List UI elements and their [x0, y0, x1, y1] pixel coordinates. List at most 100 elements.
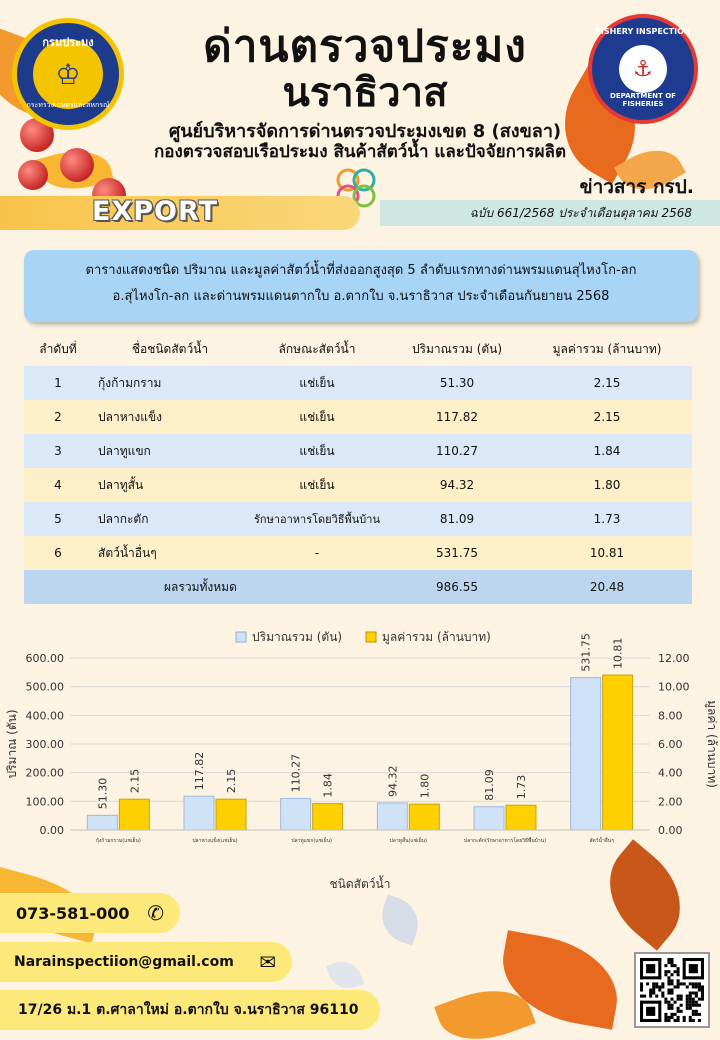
email-banner: Narainspectiion@gmail.com ✉	[0, 942, 292, 982]
qr-module	[670, 1015, 674, 1019]
table-row: 5 ปลากะตัก รักษาอาหารโดยวิธีพื้นบ้าน 81.…	[24, 502, 692, 536]
qr-module	[664, 997, 668, 1001]
qr-module	[691, 1012, 695, 1016]
qr-module	[664, 973, 668, 977]
y-tick-left: 500.00	[26, 681, 65, 694]
qr-module	[688, 991, 692, 995]
qr-module	[649, 994, 653, 998]
qr-module	[679, 982, 683, 986]
subtitle-line1: ศูนย์บริหารจัดการด่านตรวจประมงเขต 8 (สงข…	[168, 121, 562, 142]
qr-module	[664, 1012, 668, 1016]
y-tick-left: 400.00	[26, 709, 65, 722]
data-label-value: 2.15	[225, 769, 238, 794]
qr-module	[688, 1000, 692, 1004]
table-row: 3 ปลาทูแขก แช่เย็น 110.27 1.84	[24, 434, 692, 468]
qr-module	[676, 979, 680, 983]
qr-module	[676, 982, 680, 986]
qr-module	[691, 982, 695, 986]
y-tick-right: 6.00	[658, 738, 683, 751]
qr-finder	[682, 976, 704, 980]
qr-module	[646, 982, 650, 986]
qr-module	[697, 1003, 701, 1007]
header-value: มูลค่ารวม (ล้านบาท)	[522, 332, 692, 366]
qr-module	[685, 1006, 689, 1010]
y-axis-label-left: ปริมาณ (ตัน)	[5, 709, 19, 778]
qr-module	[652, 991, 656, 995]
address-banner: 17/26 ม.1 ต.ศาลาใหม่ อ.ตากใบ จ.นราธิวาส …	[0, 990, 380, 1030]
cell-name: ปลาทูสั้น	[92, 468, 242, 502]
cell-qty: 531.75	[392, 536, 522, 570]
cell-name: กุ้งก้ามกราม	[92, 366, 242, 400]
cell-type: แช่เย็น	[242, 400, 392, 434]
qr-module	[685, 997, 689, 1001]
table-row: 2 ปลาหางแข็ง แช่เย็น 117.82 2.15	[24, 400, 692, 434]
header-name: ชื่อชนิดสัตว์น้ำ	[92, 332, 242, 366]
qr-module	[679, 997, 683, 1001]
phone-number[interactable]: 073-581-000	[16, 903, 130, 923]
qr-finder	[640, 958, 644, 980]
data-label-quantity: 94.32	[386, 765, 399, 797]
qr-module	[676, 997, 680, 1001]
qr-module	[667, 1003, 671, 1007]
qr-module	[670, 988, 674, 992]
qr-finder	[640, 958, 662, 962]
qr-finder	[640, 1018, 662, 1022]
header-type: ลักษณะสัตว์น้ำ	[242, 332, 392, 366]
bar-value	[602, 674, 634, 831]
qr-module	[676, 1006, 680, 1010]
qr-module	[694, 1009, 698, 1013]
qr-module	[697, 1012, 701, 1016]
department-logo: กรมประมง ♔ กระทรวงเกษตรและสหกรณ์	[12, 18, 124, 130]
logo-left-bottom-text: กระทรวงเกษตรและสหกรณ์	[26, 101, 110, 109]
qr-module	[679, 1009, 683, 1013]
table-header-row: ลำดับที่ ชื่อชนิดสัตว์น้ำ ลักษณะสัตว์น้ำ…	[24, 332, 692, 366]
qr-module	[700, 991, 704, 995]
qr-module	[667, 1015, 671, 1019]
cell-type: -	[242, 536, 392, 570]
qr-module	[667, 961, 671, 965]
qr-module	[661, 982, 665, 986]
qr-module	[685, 985, 689, 989]
table-total-row: ผลรวมทั้งหมด 986.55 20.48	[24, 570, 692, 604]
y-axis-label-right: มูลค่า (ล้านบาท)	[704, 700, 719, 788]
qr-finder	[682, 958, 704, 962]
qr-finder	[640, 976, 662, 980]
data-label-value: 1.84	[322, 773, 335, 798]
data-label-quantity: 81.09	[483, 769, 496, 801]
qr-module	[685, 1000, 689, 1004]
qr-module	[685, 1003, 689, 1007]
qr-code[interactable]	[634, 952, 710, 1028]
logo-left-top-text: กรมประมง	[42, 36, 94, 49]
cell-type: แช่เย็น	[242, 434, 392, 468]
berry-decoration	[60, 148, 94, 182]
qr-module	[673, 964, 677, 968]
qr-module	[688, 1018, 692, 1022]
email-address[interactable]: Narainspectiion@gmail.com	[14, 954, 234, 970]
qr-module	[670, 982, 674, 986]
bar-value	[505, 804, 537, 831]
qr-module	[676, 1009, 680, 1013]
qr-module	[670, 1006, 674, 1010]
qr-module	[688, 1003, 692, 1007]
qr-module	[670, 973, 674, 977]
qr-module	[694, 982, 698, 986]
cell-name: ปลากะตัก	[92, 502, 242, 536]
qr-module	[694, 1012, 698, 1016]
qr-finder	[688, 964, 698, 974]
bar-quantity	[570, 677, 602, 831]
qr-module	[652, 985, 656, 989]
qr-module	[670, 991, 674, 995]
qr-module	[667, 982, 671, 986]
qr-module	[697, 985, 701, 989]
y-tick-right: 2.00	[658, 795, 683, 808]
x-tick-label: ปลาหางแข็ง(แช่เย็น)	[192, 836, 237, 844]
bar-quantity	[86, 814, 118, 831]
caption-line1: ตารางแสดงชนิด ปริมาณ และมูลค่าสัตว์น้ำที…	[85, 263, 637, 278]
cell-value: 1.73	[522, 502, 692, 536]
news-label: ข่าวสาร กรป.	[579, 176, 694, 198]
data-label-quantity: 117.82	[193, 752, 206, 791]
qr-module	[700, 994, 704, 998]
qr-module	[667, 1018, 671, 1022]
data-label-quantity: 51.30	[96, 778, 109, 810]
